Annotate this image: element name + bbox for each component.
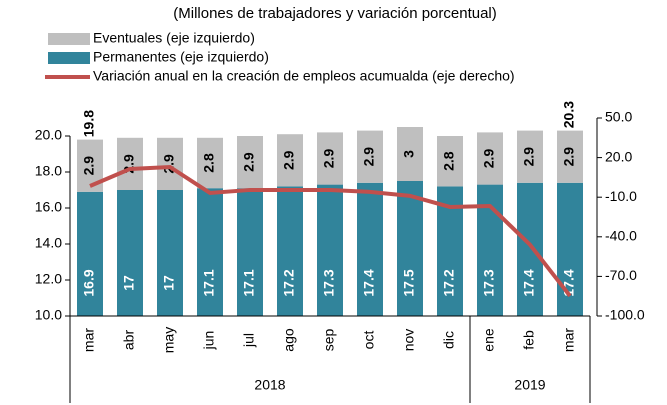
y-tick-label: 14.0	[35, 235, 62, 251]
total-label: 19.8	[81, 110, 97, 137]
x-tick-label: ago	[281, 328, 297, 352]
x-tick-label: jun	[201, 331, 217, 351]
bar	[397, 181, 423, 316]
bar-label: 2.9	[81, 156, 97, 176]
bar	[277, 134, 303, 187]
legend-label: Variación anual en la creación de empleo…	[93, 68, 515, 84]
bar	[237, 136, 263, 189]
bar	[237, 188, 263, 316]
bar-label: 2.9	[481, 149, 497, 169]
bar-label: 2.9	[281, 150, 297, 170]
bar	[517, 130, 543, 183]
bar-label: 2.9	[561, 147, 577, 167]
bar	[317, 132, 343, 185]
chart-subtitle: (Millones de trabajadores y variación po…	[173, 5, 497, 22]
bar-label: 17.4	[361, 269, 377, 296]
y2-tick-label: -70.0	[605, 267, 637, 283]
x-tick-label: nov	[401, 329, 417, 352]
bar-label: 17.2	[281, 269, 297, 296]
x-tick-label: abr	[121, 330, 137, 351]
x-tick-label: dic	[441, 331, 457, 349]
x-tick-label: feb	[521, 330, 537, 350]
bar-label: 17.2	[441, 269, 457, 296]
bar-label: 17.5	[401, 269, 417, 296]
x-group-label: 2018	[254, 377, 285, 393]
bar	[517, 182, 543, 316]
legend-label: Eventuales (eje izquierdo)	[93, 30, 255, 46]
legend-label: Permanentes (eje izquierdo)	[93, 49, 269, 65]
bar	[397, 127, 423, 181]
total-label: 20.3	[561, 101, 577, 128]
bar	[157, 137, 183, 190]
x-tick-label: mar	[81, 328, 97, 352]
bar	[477, 132, 503, 185]
y-tick-label: 18.0	[35, 163, 62, 179]
x-tick-label: ene	[481, 328, 497, 352]
bar-label: 17.1	[241, 269, 257, 296]
bar	[197, 137, 223, 189]
bar	[157, 190, 183, 316]
line-series	[89, 164, 572, 298]
bar-label: 17	[121, 275, 137, 291]
bar	[277, 186, 303, 316]
x-tick-label: may	[161, 327, 177, 353]
bar	[117, 137, 143, 190]
bar-label: 17	[161, 275, 177, 291]
bar-label: 17.4	[521, 269, 537, 296]
y2-tick-label: 20.0	[605, 148, 632, 164]
x-tick-label: jul	[241, 333, 257, 348]
y2-tick-label: -100.0	[605, 307, 645, 323]
bar-label: 2.9	[361, 147, 377, 167]
bar-label: 2.9	[321, 149, 337, 169]
bar	[197, 188, 223, 316]
y2-tick-label: 50.0	[605, 109, 632, 125]
bar	[317, 184, 343, 316]
y-tick-label: 20.0	[35, 127, 62, 143]
bar	[357, 130, 383, 183]
legend-swatch	[48, 33, 90, 45]
bar-label: 3	[401, 150, 417, 158]
bar	[77, 191, 103, 316]
bar-label: 17.1	[201, 269, 217, 296]
y-tick-label: 16.0	[35, 199, 62, 215]
x-tick-label: oct	[361, 331, 377, 350]
bar-label: 2.8	[441, 151, 457, 171]
y-tick-label: 12.0	[35, 271, 62, 287]
x-tick-label: sep	[321, 329, 337, 352]
bar	[557, 130, 583, 183]
bar-label: 17.3	[481, 269, 497, 296]
bar	[117, 190, 143, 316]
bar-label: 2.9	[241, 152, 257, 172]
bar-label: 17.3	[321, 269, 337, 296]
bar-label: 16.9	[81, 269, 97, 296]
x-tick-label: mar	[561, 328, 577, 352]
x-group-label: 2019	[514, 377, 545, 393]
y-tick-label: 10.0	[35, 307, 62, 323]
bar	[357, 182, 383, 316]
legend-swatch	[48, 52, 90, 64]
y2-tick-label: -40.0	[605, 228, 637, 244]
y2-tick-label: -10.0	[605, 188, 637, 204]
bar	[437, 136, 463, 187]
bar-label: 2.8	[201, 153, 217, 173]
bar-label: 2.9	[521, 147, 537, 167]
